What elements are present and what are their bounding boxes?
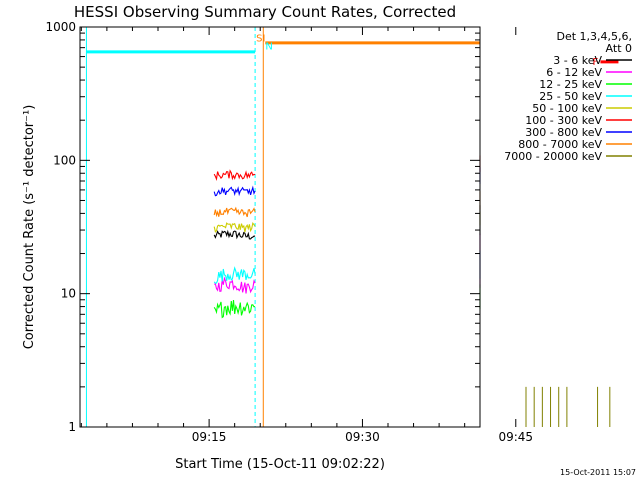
y-tick-label: 1000 (45, 20, 76, 34)
annotation-n: N (265, 41, 272, 52)
legend-entry-label: 12 - 25 keV (539, 78, 602, 91)
legend-entry-label: 100 - 300 keV (525, 114, 602, 127)
x-tick-label: 09:30 (345, 430, 380, 444)
y-axis-label: Corrected Count Rate (s⁻¹ detector⁻¹) (22, 105, 37, 350)
annotation-si: SI (256, 33, 265, 44)
series-7-segment-0 (213, 206, 256, 218)
series-0-segment-0 (213, 229, 256, 240)
y-tick-label: 1 (68, 420, 76, 434)
legend-entry-label: 6 - 12 keV (546, 66, 602, 79)
footer-timestamp: 15-Oct-2011 15:07 (560, 468, 636, 477)
series-4-segment-0 (213, 221, 256, 233)
annotation-f: F (592, 57, 598, 68)
x-tick-label: 09:45 (498, 430, 533, 444)
legend-entry-label: 800 - 7000 keV (518, 138, 602, 151)
x-tick-label: 09:15 (192, 430, 227, 444)
series-6-segment-0 (213, 185, 256, 197)
chart-title: HESSI Observing Summary Count Rates, Cor… (74, 3, 456, 21)
legend-entry-label: 7000 - 20000 keV (504, 150, 602, 163)
legend-header-line-2: Att 0 (606, 42, 632, 55)
legend-header-line-1: Det 1,3,4,5,6, (556, 30, 632, 43)
y-tick-label: 10 (61, 287, 76, 301)
status-markers: SIN F (256, 33, 619, 68)
series-1-segment-0 (214, 276, 256, 294)
legend-entry-label: 3 - 6 keV (553, 54, 602, 67)
series-3-segment-0 (213, 266, 256, 284)
plot-frame (79, 26, 481, 428)
legend-entry-label: 50 - 100 keV (532, 102, 602, 115)
legend-entry-label: 300 - 800 keV (525, 126, 602, 139)
series-2-segment-0 (213, 300, 256, 319)
legend-entry-label: 25 - 50 keV (539, 90, 602, 103)
series-high-energy-spikes (525, 386, 611, 427)
y-tick-label: 100 (53, 153, 76, 167)
x-axis-label: Start Time (15-Oct-11 09:02:22) (175, 457, 385, 472)
series-5-segment-0 (213, 169, 256, 182)
